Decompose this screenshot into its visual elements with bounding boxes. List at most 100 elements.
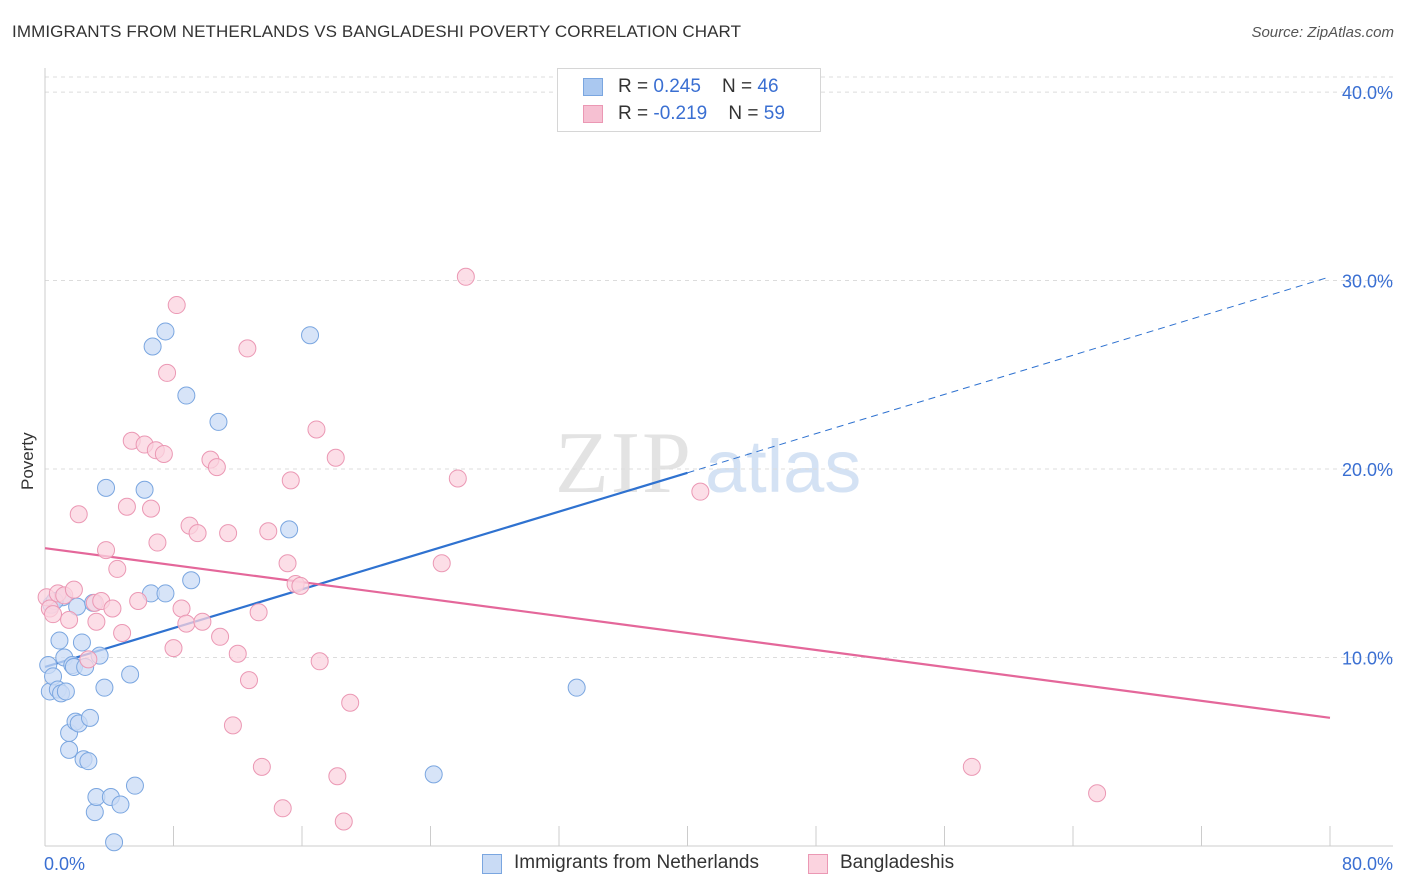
point-bangladeshis <box>69 505 88 524</box>
point-netherlands <box>156 322 175 341</box>
point-bangladeshis <box>328 767 347 786</box>
point-bangladeshis <box>193 612 212 631</box>
y-tick-label: 40.0% <box>1342 83 1393 103</box>
point-netherlands <box>424 765 443 784</box>
point-bangladeshis <box>154 444 173 463</box>
point-bangladeshis <box>177 614 196 633</box>
point-netherlands <box>60 740 79 759</box>
point-netherlands <box>56 682 75 701</box>
point-netherlands <box>111 795 130 814</box>
point-netherlands <box>72 633 91 652</box>
point-netherlands <box>177 386 196 405</box>
point-bangladeshis <box>448 469 467 488</box>
point-bangladeshis <box>219 524 238 543</box>
point-bangladeshis <box>103 599 122 618</box>
point-bangladeshis <box>291 576 310 595</box>
r-label: R = <box>618 103 654 124</box>
point-bangladeshis <box>158 363 177 382</box>
legend-label-netherlands: Immigrants from Netherlands <box>514 852 759 873</box>
point-netherlands <box>121 665 140 684</box>
r-value: 0.245 <box>653 76 701 97</box>
point-bangladeshis <box>238 339 257 358</box>
point-netherlands <box>97 478 116 497</box>
stats-box: R = 0.245 N = 46 R = -0.219 N = 59 <box>557 68 821 132</box>
trend-line-netherlands <box>44 471 688 668</box>
source-label: Source: ZipAtlas.com <box>1251 24 1394 41</box>
y-axis-label: Poverty <box>18 432 37 490</box>
chart-title: IMMIGRANTS FROM NETHERLANDS VS BANGLADES… <box>12 22 742 41</box>
r-label: R = <box>618 76 654 97</box>
point-bangladeshis <box>456 267 475 286</box>
legend-swatch-bangladeshis <box>808 854 828 874</box>
point-bangladeshis <box>273 799 292 818</box>
point-netherlands <box>280 520 299 539</box>
stats-swatch-bangladeshis <box>583 105 603 123</box>
trend-lines <box>44 276 1331 719</box>
watermark-atlas: atlas <box>705 425 861 508</box>
point-netherlands <box>105 833 124 852</box>
data-points <box>37 267 1107 852</box>
point-bangladeshis <box>87 612 106 631</box>
point-bangladeshis <box>172 599 191 618</box>
point-bangladeshis <box>164 639 183 658</box>
point-bangladeshis <box>228 644 247 663</box>
watermark: ZIP atlas <box>555 415 861 512</box>
n-label: N = <box>722 76 758 97</box>
point-netherlands <box>50 631 69 650</box>
point-bangladeshis <box>64 580 83 599</box>
point-netherlands <box>95 678 114 697</box>
n-label: N = <box>728 103 764 124</box>
point-bangladeshis <box>962 757 981 776</box>
point-bangladeshis <box>188 524 207 543</box>
point-bangladeshis <box>207 458 226 477</box>
point-netherlands <box>156 584 175 603</box>
point-bangladeshis <box>60 610 79 629</box>
x-tick-labels: 0.0% 80.0% <box>44 854 1393 874</box>
point-netherlands <box>182 571 201 590</box>
point-netherlands <box>143 337 162 356</box>
point-bangladeshis <box>249 603 268 622</box>
x-tick-label: 0.0% <box>44 854 85 874</box>
x-tick-label: 80.0% <box>1342 854 1393 874</box>
point-bangladeshis <box>691 482 710 501</box>
point-bangladeshis <box>148 533 167 552</box>
n-value: 59 <box>763 103 785 124</box>
trend-line-bangladeshis <box>44 547 1331 719</box>
n-value: 46 <box>757 76 779 97</box>
legend-swatch-netherlands <box>482 854 502 874</box>
point-bangladeshis <box>129 591 148 610</box>
y-tick-label: 30.0% <box>1342 272 1393 292</box>
point-bangladeshis <box>239 671 258 690</box>
point-bangladeshis <box>108 559 127 578</box>
point-netherlands <box>80 708 99 727</box>
point-bangladeshis <box>79 650 98 669</box>
point-bangladeshis <box>142 499 161 518</box>
axes <box>44 68 1393 847</box>
watermark-zip: ZIP <box>555 415 693 512</box>
point-bangladeshis <box>167 296 186 315</box>
point-bangladeshis <box>252 757 271 776</box>
point-netherlands <box>209 412 228 431</box>
point-bangladeshis <box>310 652 329 671</box>
point-bangladeshis <box>341 693 360 712</box>
point-netherlands <box>301 326 320 345</box>
point-bangladeshis <box>113 624 132 643</box>
point-bangladeshis <box>326 448 345 467</box>
point-bangladeshis <box>281 471 300 490</box>
point-bangladeshis <box>259 522 278 541</box>
point-bangladeshis <box>334 812 353 831</box>
legend-label-bangladeshis: Bangladeshis <box>840 852 955 873</box>
y-tick-labels: 10.0% 20.0% 30.0% 40.0% <box>1342 83 1393 668</box>
point-netherlands <box>85 803 104 822</box>
point-netherlands <box>567 678 586 697</box>
point-netherlands <box>135 480 154 499</box>
point-bangladeshis <box>211 627 230 646</box>
point-bangladeshis <box>432 554 451 573</box>
y-tick-label: 20.0% <box>1342 460 1393 480</box>
gridlines <box>45 76 1393 659</box>
point-bangladeshis <box>223 716 242 735</box>
y-tick-label: 10.0% <box>1342 649 1393 669</box>
point-netherlands <box>79 752 98 771</box>
point-netherlands <box>125 776 144 795</box>
